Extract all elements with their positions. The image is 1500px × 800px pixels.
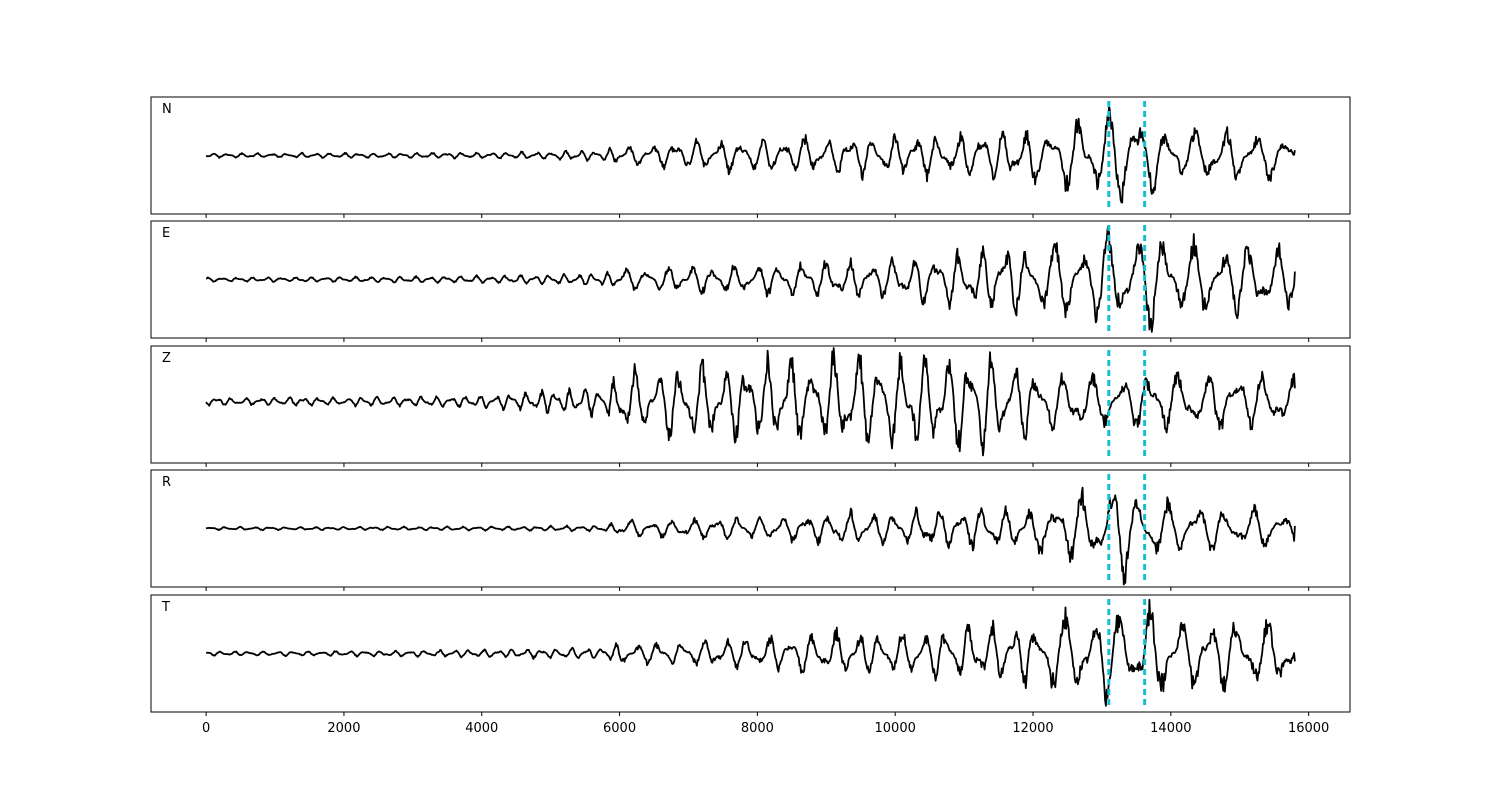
x-tick-label: 8000: [741, 721, 774, 736]
panels-group: N E Z R T: [150, 96, 1351, 716]
panel-z: Z: [150, 345, 1351, 467]
x-axis: 0 2000 4000 6000 8000 10000 12000 14000 16000: [202, 721, 1329, 736]
x-tick-label: 4000: [465, 721, 498, 736]
panel-e: E: [150, 220, 1351, 342]
x-tick-label: 12000: [1012, 721, 1053, 736]
x-tick-label: 10000: [875, 721, 916, 736]
waveform-trace: [205, 225, 1296, 333]
waveform-trace: [205, 598, 1296, 707]
x-tick-label: 14000: [1150, 721, 1191, 736]
panel-label: N: [162, 102, 172, 117]
panel-n: N: [150, 96, 1351, 218]
panel-frame: [150, 345, 1351, 464]
panel-t: T: [150, 594, 1351, 716]
panel-frame: [150, 96, 1351, 215]
x-tick-label: 6000: [603, 721, 636, 736]
panel-label: Z: [162, 351, 171, 366]
waveform-trace: [205, 486, 1296, 586]
panel-label: R: [162, 475, 171, 490]
panel-label: E: [162, 226, 170, 241]
waveform-trace: [205, 105, 1296, 204]
x-tick-label: 16000: [1288, 721, 1329, 736]
x-tick-label: 2000: [327, 721, 360, 736]
waveform-trace: [205, 347, 1296, 457]
panel-label: T: [161, 600, 170, 615]
panel-r: R: [150, 469, 1351, 591]
x-tick-label: 0: [202, 721, 210, 736]
